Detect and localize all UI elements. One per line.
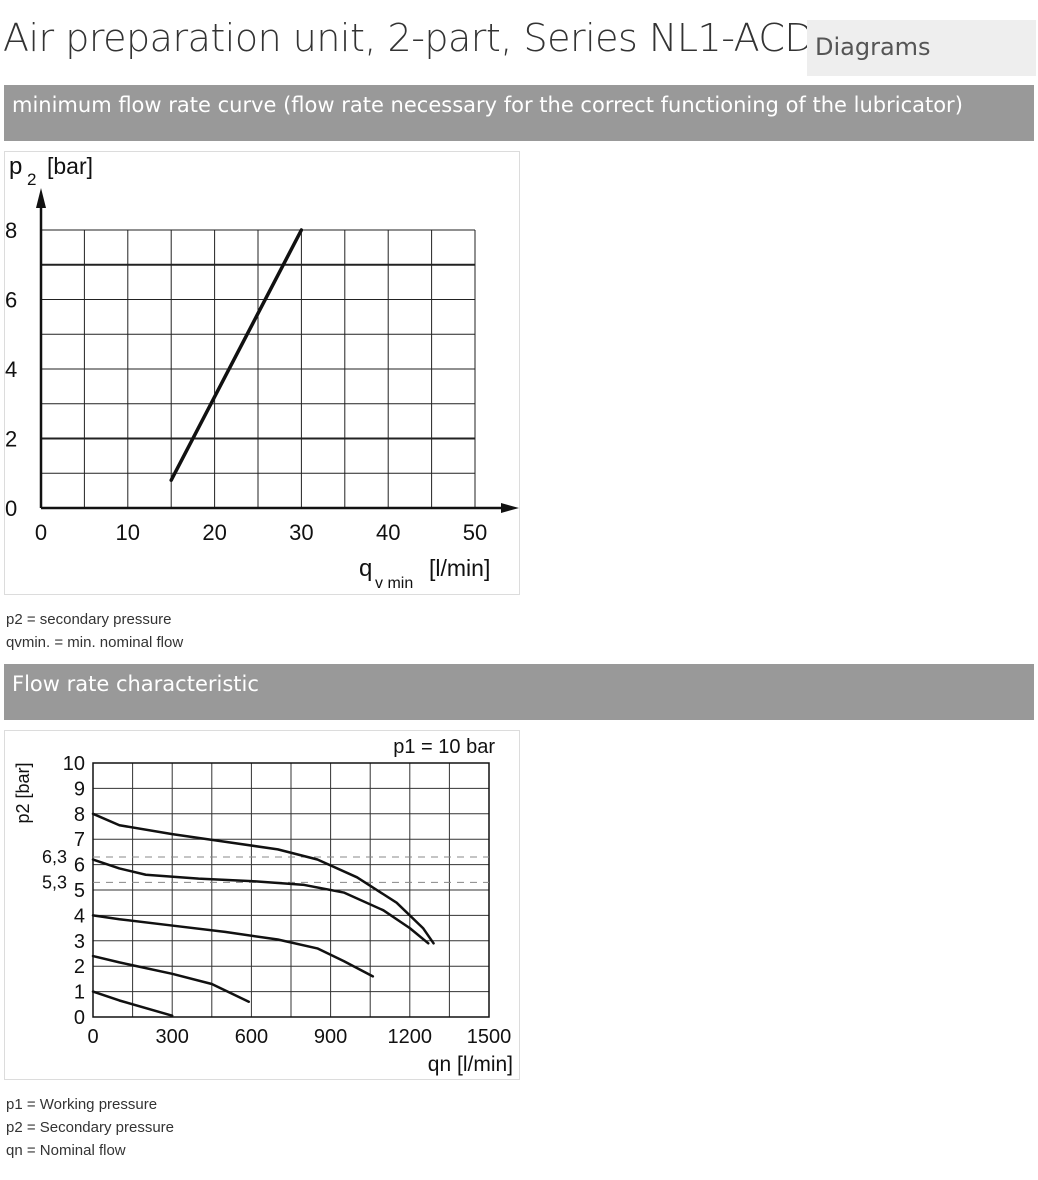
x-tick-label: 1200 [388,1026,433,1048]
x-tick-label: 10 [116,520,140,545]
y-tick-label: 6 [5,288,17,313]
series-line [91,914,375,978]
x-axis-label-unit: [l/min] [429,555,490,581]
y-axis-label-subscript: 2 [27,170,36,189]
y-tick-label: 2 [74,956,85,978]
x-axis-label: q [359,555,372,582]
x-tick-label: 40 [376,520,400,545]
y-axis-label: p2 [bar] [13,762,33,823]
page-title: Air preparation unit, 2-part, Series NL1… [3,16,814,60]
flow-characteristic-chart: 6,3 5,3 0 1 2 3 4 5 6 7 8 9 10 0 300 600 900 1200 1500 p2 [… [4,730,520,1080]
section-heading: Flow rate characteristic [12,672,259,696]
y-tick-label: 0 [74,1007,85,1029]
reference-tick-label: 6,3 [42,847,67,867]
min-flow-legend: p2 = secondary pressure qvmin. = min. no… [6,608,183,654]
section-header-min-flow: minimum flow rate curve (flow rate neces… [4,85,1034,141]
y-tick-label: 0 [5,496,17,521]
diagrams-tab-label: Diagrams [815,33,931,61]
diagrams-tab[interactable]: Diagrams [807,20,1036,76]
y-axis-label: p [9,153,22,180]
caption-line: p1 = Working pressure [6,1096,158,1113]
y-tick-label: 1 [74,982,85,1004]
x-axis-arrow [501,503,519,513]
plot-frame [92,762,490,1018]
caption-line: p2 = Secondary pressure [6,1119,175,1136]
y-tick-label: 7 [74,829,85,851]
x-tick-label: 900 [314,1026,347,1048]
series-line [91,812,435,945]
x-axis-label: qn [l/min] [428,1053,513,1076]
section-heading: minimum flow rate curve (flow rate neces… [12,93,963,117]
reference-tick-label: 5,3 [42,872,67,892]
x-tick-label: 50 [463,520,487,545]
y-tick-label: 6 [74,855,85,877]
x-axis-label-subscript: v min [375,575,413,592]
series-line [91,990,174,1017]
y-axis-label-unit: [bar] [47,153,93,179]
y-tick-label: 4 [5,357,17,382]
x-tick-label: 300 [156,1026,189,1048]
y-tick-label: 8 [5,218,17,243]
flow-characteristic-legend: p1 = Working pressure p2 = Secondary pre… [6,1093,174,1162]
caption-line: qvmin. = min. nominal flow [6,634,184,651]
page-header: Air preparation unit, 2-part, Series NL1… [0,16,1038,78]
y-tick-label: 3 [74,931,85,953]
min-flow-chart: 0 10 20 30 40 50 0 2 4 6 8 p 2 [bar] q v min [l/min] [4,151,520,595]
series-line [169,228,304,482]
x-tick-label: 30 [289,520,313,545]
chart-annotation: p1 = 10 bar [393,736,495,758]
y-tick-label: 2 [5,427,17,452]
y-tick-label: 10 [63,753,85,775]
y-tick-label: 5 [74,880,85,902]
y-tick-label: 9 [74,778,85,800]
series-line [91,954,251,1004]
x-tick-label: 0 [87,1026,98,1048]
x-tick-label: 20 [202,520,226,545]
x-tick-label: 600 [235,1026,268,1048]
x-tick-label: 1500 [467,1026,512,1048]
x-tick-label: 0 [35,520,47,545]
caption-line: qn = Nominal flow [6,1142,126,1159]
caption-line: p2 = secondary pressure [6,611,172,628]
series-line [91,858,430,945]
y-tick-label: 4 [74,905,85,927]
y-tick-label: 8 [74,804,85,826]
section-header-flow-characteristic: Flow rate characteristic [4,664,1034,720]
y-axis-arrow [36,188,46,208]
